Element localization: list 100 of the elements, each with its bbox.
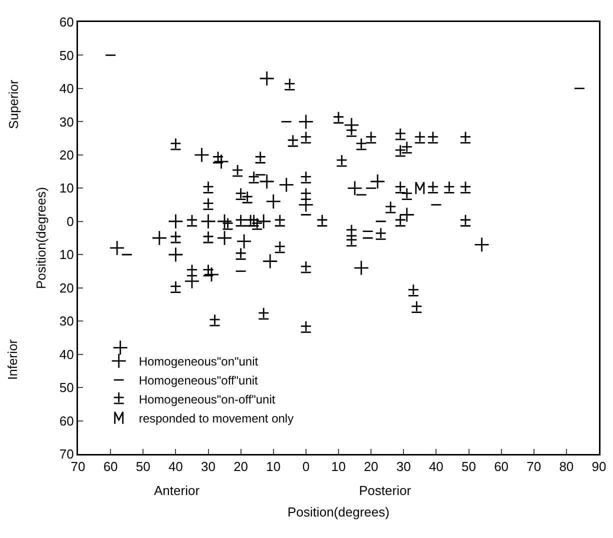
point — [300, 320, 312, 333]
point — [274, 214, 286, 227]
point — [209, 314, 220, 326]
point — [354, 260, 369, 276]
text: Posterior — [359, 483, 412, 498]
point — [200, 214, 216, 230]
point — [394, 128, 406, 140]
y-tick-label: 50 — [59, 380, 74, 396]
point — [300, 260, 312, 274]
point — [258, 307, 270, 320]
point — [235, 247, 247, 260]
point — [259, 70, 275, 86]
x-tick-label: 10 — [266, 459, 281, 474]
point — [170, 280, 182, 294]
point — [202, 264, 214, 276]
point — [356, 138, 367, 150]
y-tick-label: 60 — [59, 14, 74, 30]
point — [394, 214, 406, 227]
x-tick-label: 40 — [428, 459, 444, 474]
x-tick-label: 60 — [494, 459, 509, 474]
y-tick-label: 40 — [59, 81, 74, 96]
point — [460, 131, 472, 144]
point — [298, 114, 314, 130]
point — [415, 181, 425, 195]
point — [232, 164, 244, 177]
y-tick-label: 0 — [66, 214, 74, 229]
text: Inferior — [4, 338, 20, 380]
y-tick-label: 40 — [59, 346, 74, 362]
point — [212, 151, 224, 164]
point — [460, 180, 472, 194]
point — [202, 230, 214, 244]
point — [370, 174, 386, 190]
point — [170, 230, 182, 244]
point — [287, 134, 299, 147]
x-tick-label: 70 — [526, 459, 542, 474]
point — [274, 240, 286, 254]
point — [444, 180, 455, 194]
text: Anterior — [154, 483, 200, 498]
legend-label: Homogeneous"off"unit — [138, 374, 259, 388]
y-tick-label: 50 — [59, 48, 74, 63]
point — [427, 131, 439, 144]
y-tick-label: 10 — [59, 247, 74, 262]
point — [222, 218, 234, 230]
point — [394, 144, 406, 157]
point — [204, 266, 220, 282]
point — [262, 254, 278, 269]
point — [375, 227, 387, 240]
point — [168, 246, 184, 262]
point — [194, 147, 210, 163]
point — [408, 284, 420, 296]
point — [460, 214, 472, 227]
point — [109, 240, 125, 256]
point — [336, 154, 348, 167]
point — [300, 170, 312, 184]
x-axis-title: Position(degrees) — [288, 504, 390, 520]
x-tick-label: 50 — [462, 459, 476, 474]
point — [236, 234, 252, 250]
point — [278, 177, 294, 193]
point — [168, 214, 184, 230]
point — [474, 236, 490, 252]
x-tick-label: 70 — [70, 459, 86, 474]
x-tick-label: 80 — [559, 459, 574, 474]
point — [254, 151, 266, 164]
point — [346, 234, 358, 247]
legend-label: Homogeneous"on-off"unit — [138, 392, 276, 407]
y-tick-label: 30 — [59, 314, 74, 329]
y-tick-label: 60 — [59, 413, 74, 428]
point — [300, 131, 312, 144]
point — [384, 200, 396, 214]
point — [235, 214, 247, 227]
point — [346, 224, 358, 237]
x-tick-label: 50 — [136, 459, 150, 474]
point — [266, 194, 282, 210]
y-axis-title: Position(degrees) — [34, 187, 49, 289]
point — [112, 340, 128, 356]
point — [184, 274, 200, 289]
point — [414, 131, 426, 144]
x-tick-label: 90 — [592, 459, 606, 474]
x-tick-label: 60 — [103, 459, 118, 474]
x-tick-label: 10 — [331, 459, 346, 474]
point — [242, 190, 254, 204]
point — [410, 300, 422, 313]
point — [170, 138, 182, 150]
x-tick-label: 30 — [396, 459, 411, 474]
x-tick-label: 30 — [201, 459, 216, 474]
point — [427, 180, 439, 194]
point — [216, 214, 232, 230]
point — [214, 154, 229, 170]
point — [186, 264, 198, 276]
y-tick-label: 70 — [59, 446, 74, 462]
point — [399, 207, 415, 222]
point — [235, 188, 247, 200]
y-tick-label: 20 — [59, 280, 74, 296]
y-tick-label: 30 — [59, 114, 74, 130]
point — [202, 198, 214, 210]
point — [401, 188, 413, 200]
point — [202, 180, 214, 194]
point — [316, 214, 328, 227]
x-tick-label: 0 — [302, 459, 310, 474]
legend-label: Homogeneous"on"unit — [138, 354, 259, 369]
